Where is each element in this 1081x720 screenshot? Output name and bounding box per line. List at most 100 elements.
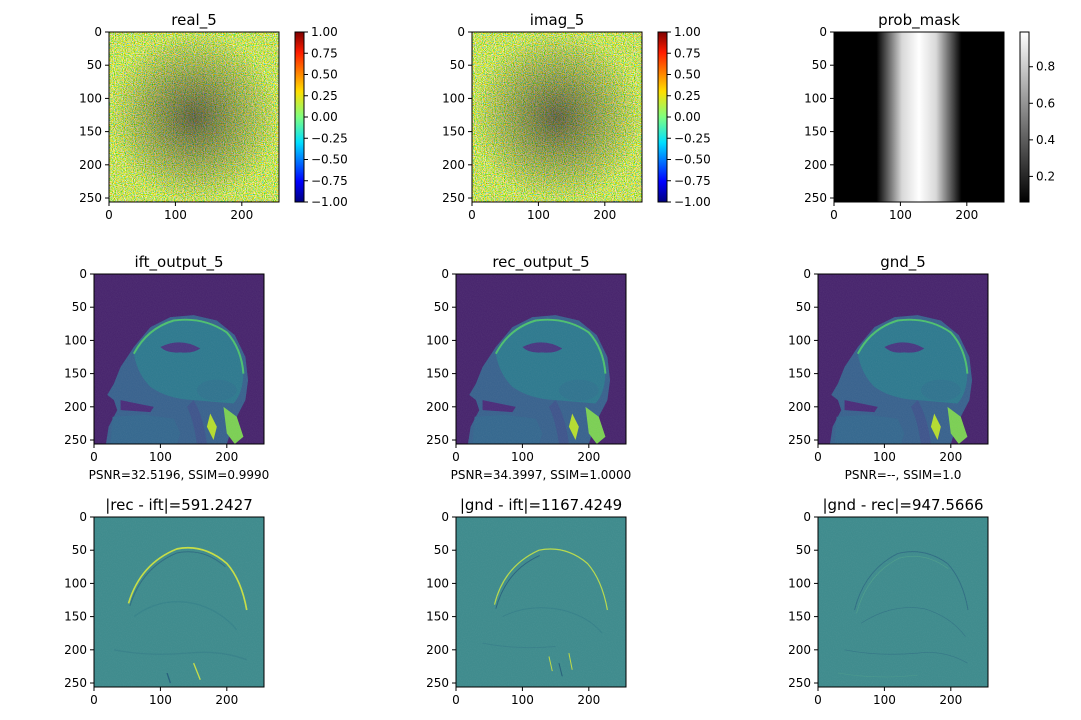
y-tick-label: 200 (64, 400, 87, 414)
y-tick-label: 50 (450, 58, 465, 72)
panel-ift: ift_output_5 0 100 200 0 50 100 150 200 250 PSNR=3… (64, 253, 269, 482)
y-tick-label: 50 (434, 300, 449, 314)
panel-d2: |gnd - ift|=1167.4249 0 100 200 0 50 100 150 200… (426, 496, 627, 707)
colorbar-tick-label: 0.00 (674, 110, 701, 124)
y-tick-label: 50 (72, 543, 87, 557)
panel-title: imag_5 (530, 11, 585, 30)
image-texture (818, 274, 988, 444)
x-tick-label: 100 (511, 450, 534, 464)
y-tick-label: 150 (788, 610, 811, 624)
x-tick-label: 200 (230, 208, 253, 222)
x-tick-label: 0 (814, 693, 822, 707)
noise-center-shade (472, 32, 642, 202)
y-tick-label: 0 (441, 510, 449, 524)
x-tick-label: 100 (149, 693, 172, 707)
x-tick-label: 0 (105, 208, 113, 222)
panel-gnd: gnd_5 0 100 200 0 50 100 150 200 250 PSNR=--, SSIM… (788, 253, 989, 482)
y-tick-label: 250 (442, 191, 465, 205)
y-tick-label: 150 (788, 367, 811, 381)
y-tick-label: 150 (64, 610, 87, 624)
metric-caption: PSNR=34.3997, SSIM=1.0000 (451, 468, 632, 482)
x-tick-label: 100 (873, 450, 896, 464)
y-tick-label: 250 (64, 433, 87, 447)
x-tick-label: 100 (511, 693, 534, 707)
y-tick-label: 100 (64, 333, 87, 347)
axes-frame (93, 273, 265, 445)
x-tick-label: 200 (939, 450, 962, 464)
y-tick-label: 0 (79, 267, 87, 281)
x-tick-label: 100 (164, 208, 187, 222)
x-tick-label: 200 (955, 208, 978, 222)
panel-imag: imag_5 0 100 200 0 50 100 150 200 250 1.00 0.75 0.50… (442, 11, 711, 222)
colorbar-tick-label: −0.50 (674, 153, 711, 167)
y-tick-label: 0 (819, 25, 827, 39)
image-texture (456, 517, 626, 687)
y-tick-label: 250 (788, 676, 811, 690)
panel-title: rec_output_5 (492, 253, 589, 272)
colorbar-tick-label: 1.00 (311, 25, 338, 39)
y-tick-label: 100 (64, 576, 87, 590)
x-tick-label: 0 (814, 450, 822, 464)
y-tick-label: 200 (426, 643, 449, 657)
panel-title: prob_mask (878, 11, 960, 30)
noise-center-shade (109, 32, 279, 202)
colorbar-tick-label: 0.8 (1036, 60, 1055, 74)
y-tick-label: 200 (426, 400, 449, 414)
axes-frame (471, 31, 643, 203)
panel-title: gnd_5 (880, 253, 926, 272)
axes-frame (817, 273, 989, 445)
x-tick-label: 0 (90, 450, 98, 464)
colorbar-tick-label: 0.25 (311, 89, 338, 103)
colorbar (1019, 31, 1030, 203)
y-tick-label: 250 (426, 676, 449, 690)
panel-d3: |gnd - rec|=947.5666 0 100 200 0 50 100 150 200 2… (788, 496, 989, 707)
axes-frame (455, 273, 627, 445)
y-tick-label: 250 (804, 191, 827, 205)
y-tick-label: 200 (64, 643, 87, 657)
x-tick-label: 200 (577, 693, 600, 707)
panel-title: real_5 (171, 11, 216, 30)
x-tick-label: 0 (90, 693, 98, 707)
y-tick-label: 0 (803, 510, 811, 524)
colorbar-tick-label: 0.50 (311, 68, 338, 82)
image-texture (818, 517, 988, 687)
y-tick-label: 200 (788, 643, 811, 657)
panel-mask: prob_mask 0 100 200 0 50 100 150 200 250 0.8 0.6 0.4… (804, 11, 1055, 222)
y-tick-label: 200 (442, 158, 465, 172)
panel-real: real_5 0 100 200 0 50 100 150 200 250 1.00 0.75 0.50… (79, 11, 348, 222)
colorbar (294, 31, 305, 203)
colorbar-tick-label: −0.25 (674, 131, 711, 145)
x-tick-label: 0 (830, 208, 838, 222)
y-tick-label: 100 (804, 91, 827, 105)
x-tick-label: 100 (873, 693, 896, 707)
image-texture (456, 274, 626, 444)
axes-frame (93, 516, 265, 688)
colorbar-tick-label: 0.00 (311, 110, 338, 124)
y-tick-label: 50 (796, 543, 811, 557)
panel-title: |gnd - rec|=947.5666 (822, 496, 983, 514)
image-texture (94, 517, 264, 687)
x-tick-label: 200 (577, 450, 600, 464)
colorbar-tick-label: 0.2 (1036, 169, 1055, 183)
image-texture (94, 274, 264, 444)
y-tick-label: 0 (457, 25, 465, 39)
x-tick-label: 200 (939, 693, 962, 707)
y-tick-label: 200 (804, 158, 827, 172)
panel-rec: rec_output_5 0 100 200 0 50 100 150 200 250 PSNR=3… (426, 253, 631, 482)
x-tick-label: 200 (215, 450, 238, 464)
colorbar-tick-label: −0.75 (311, 174, 348, 188)
y-tick-label: 150 (442, 125, 465, 139)
y-tick-label: 200 (788, 400, 811, 414)
y-tick-label: 100 (79, 91, 102, 105)
colorbar-tick-label: 0.75 (674, 46, 701, 60)
colorbar-tick-label: 0.50 (674, 68, 701, 82)
colorbar-tick-label: 0.75 (311, 46, 338, 60)
colorbar-tick-label: −1.00 (674, 195, 711, 209)
y-tick-label: 100 (426, 333, 449, 347)
panel-title: ift_output_5 (134, 253, 223, 272)
y-tick-label: 150 (804, 125, 827, 139)
y-tick-label: 0 (803, 267, 811, 281)
x-tick-label: 100 (889, 208, 912, 222)
y-tick-label: 250 (64, 676, 87, 690)
